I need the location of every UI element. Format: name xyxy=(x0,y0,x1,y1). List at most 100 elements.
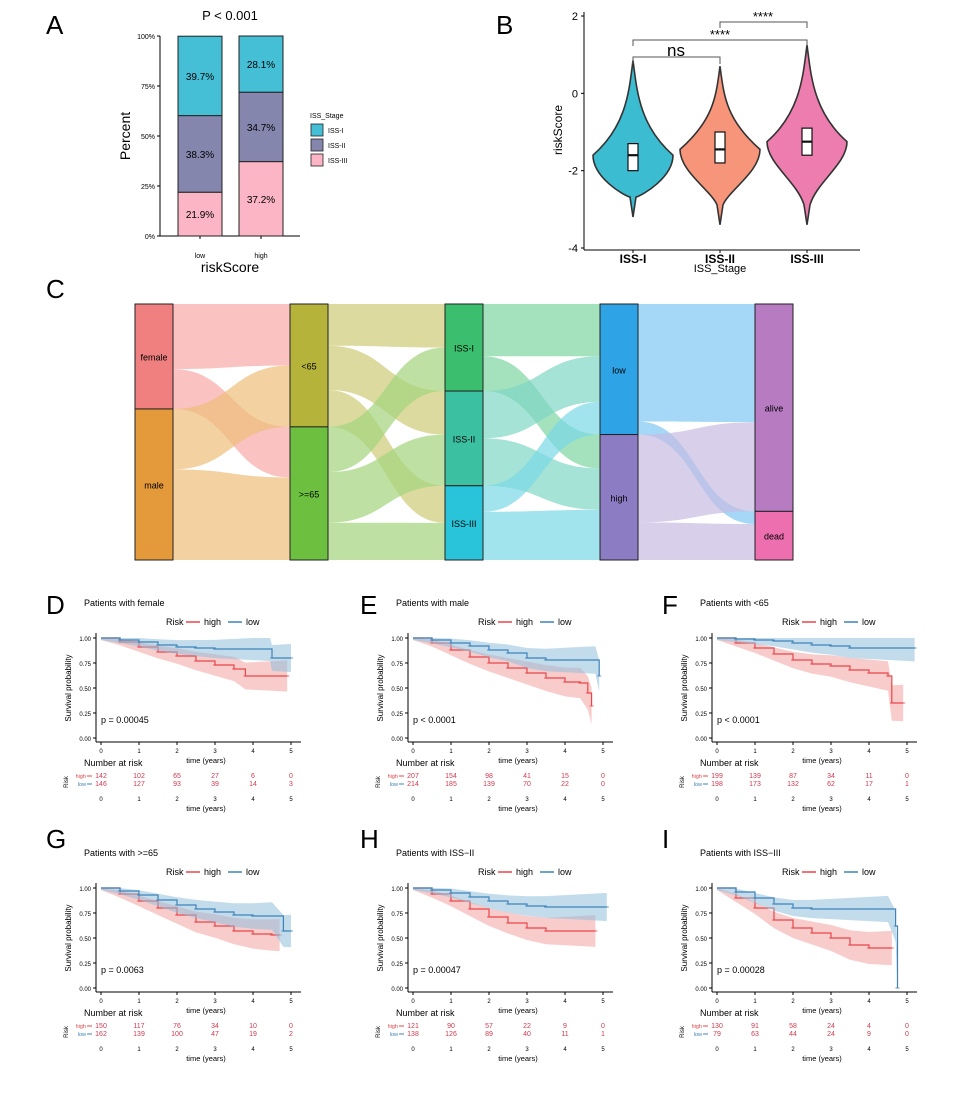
sankey-node-label: dead xyxy=(764,532,784,542)
risk-count: 70 xyxy=(523,781,531,788)
km-legend-title: Risk xyxy=(478,617,496,627)
bar-value-label: 34.7% xyxy=(247,123,275,134)
risk-count: 130 xyxy=(711,1023,723,1030)
risk-count: 138 xyxy=(407,1031,419,1038)
risk-count: 79 xyxy=(713,1031,721,1038)
risk-x-tick-label: 5 xyxy=(905,1047,909,1053)
risk-row-label: low xyxy=(694,1032,702,1038)
y-tick-label: 0.50 xyxy=(695,937,707,943)
y-tick-label: -4 xyxy=(568,243,578,255)
legend-label: high xyxy=(516,617,533,627)
risk-x-tick-label: 2 xyxy=(487,797,491,803)
sankey-node xyxy=(289,303,329,428)
panel-label-g: G xyxy=(46,824,66,854)
y-tick-label: 1.00 xyxy=(391,637,403,643)
y-tick-label: 0.75 xyxy=(391,662,403,668)
x-tick-label: 1 xyxy=(753,999,757,1005)
risk-count: 17 xyxy=(865,781,873,788)
sankey-node xyxy=(754,303,794,512)
risk-table-title: Number at risk xyxy=(396,758,455,768)
x-tick-label: ISS-III xyxy=(790,252,823,266)
risk-x-tick-label: 0 xyxy=(411,1047,415,1053)
legend-label: low xyxy=(862,617,876,627)
y-tick-label: 0.00 xyxy=(695,737,707,743)
legend-label: high xyxy=(820,617,837,627)
sankey-flow xyxy=(328,304,445,348)
km-subtitle: Patients with ISS−III xyxy=(700,848,781,858)
risk-count: 0 xyxy=(905,1031,909,1038)
risk-count: 198 xyxy=(711,781,723,788)
x-tick-label: 4 xyxy=(867,749,871,755)
km-pvalue: p = 0.00045 xyxy=(101,715,149,725)
x-tick-label: 4 xyxy=(251,999,255,1005)
risk-x-tick-label: 3 xyxy=(829,797,833,803)
x-axis-label: riskScore xyxy=(201,259,260,275)
km-survival-curve xyxy=(717,887,899,988)
risk-count: 93 xyxy=(173,781,181,788)
risk-table-title: Number at risk xyxy=(700,758,759,768)
risk-x-tick-label: 4 xyxy=(563,797,567,803)
risk-row-label: high xyxy=(76,1024,86,1030)
risk-count: 0 xyxy=(289,773,293,780)
legend-label: low xyxy=(246,867,260,877)
risk-count: 126 xyxy=(445,1031,457,1038)
x-tick-label: 2 xyxy=(487,749,491,755)
y-axis-label: Survival probability xyxy=(680,904,689,971)
x-tick-label: 4 xyxy=(563,999,567,1005)
x-tick-label: 2 xyxy=(791,999,795,1005)
y-axis-label: riskScore xyxy=(551,105,565,155)
sankey-flow xyxy=(483,438,600,510)
sankey-node xyxy=(599,434,639,561)
risk-count: 199 xyxy=(711,773,723,780)
km-subtitle: Patients with >=65 xyxy=(84,848,158,858)
risk-count: 207 xyxy=(407,773,419,780)
panel-h-km: Patients with ISS−II Risk high low 0.00 0.25 0… xyxy=(376,848,613,1063)
y-tick-label: 0.75 xyxy=(391,912,403,918)
sankey-flow xyxy=(483,356,600,439)
risk-x-tick-label: 2 xyxy=(487,1047,491,1053)
y-tick-label: 0.75 xyxy=(695,662,707,668)
x-tick-label: 2 xyxy=(175,749,179,755)
x-tick-label: 4 xyxy=(563,749,567,755)
risk-count: 185 xyxy=(445,781,457,788)
panel-a-stacked-bar: P < 0.001 0% 25% 50% 75% 100% Percent 21.9% 38.3… xyxy=(117,8,348,275)
risk-count: 24 xyxy=(827,1023,835,1030)
bar-segment xyxy=(177,35,223,117)
sig-label: **** xyxy=(753,9,773,24)
km-confidence-band xyxy=(413,638,592,725)
y-axis-label: Survival probability xyxy=(64,654,73,721)
risk-x-tick-label: 3 xyxy=(525,797,529,803)
x-axis-label: ISS_Stage xyxy=(694,263,747,275)
x-tick-label: ISS-II xyxy=(705,252,735,266)
y-tick-label: 0 xyxy=(572,88,578,100)
y-tick-label: 0.50 xyxy=(79,687,91,693)
risk-count: 14 xyxy=(249,781,257,788)
km-legend-title: Risk xyxy=(166,867,184,877)
km-confidence-band xyxy=(101,888,280,952)
risk-row-label: low xyxy=(390,1032,398,1038)
sig-bracket xyxy=(719,21,808,28)
x-tick-label: 2 xyxy=(175,999,179,1005)
y-tick-label: 0.25 xyxy=(79,962,91,968)
sankey-node-label: ISS-I xyxy=(454,344,474,354)
panel-e-km: Patients with male Risk high low 0.00 0.25 0.5… xyxy=(376,598,613,813)
legend-swatch xyxy=(310,138,324,152)
x-tick-label: 0 xyxy=(715,749,719,755)
y-tick-label: 1.00 xyxy=(695,887,707,893)
risk-row-label: low xyxy=(78,782,86,788)
risk-count: 102 xyxy=(133,773,145,780)
y-tick-label: 1.00 xyxy=(391,887,403,893)
sankey-flow xyxy=(173,304,290,370)
risk-x-tick-label: 1 xyxy=(753,797,757,803)
risk-x-tick-label: 1 xyxy=(753,1047,757,1053)
risk-count: 1 xyxy=(601,1031,605,1038)
y-tick-label: 2 xyxy=(572,11,578,23)
risk-row-label: high xyxy=(692,1024,702,1030)
x-tick-label: 3 xyxy=(829,999,833,1005)
y-tick-label: 0.00 xyxy=(391,737,403,743)
km-confidence-band xyxy=(101,888,291,948)
y-tick-label: 0.50 xyxy=(391,687,403,693)
risk-table-axis-label: Risk xyxy=(680,775,686,788)
sankey-flow xyxy=(173,365,290,470)
risk-count: 0 xyxy=(905,773,909,780)
